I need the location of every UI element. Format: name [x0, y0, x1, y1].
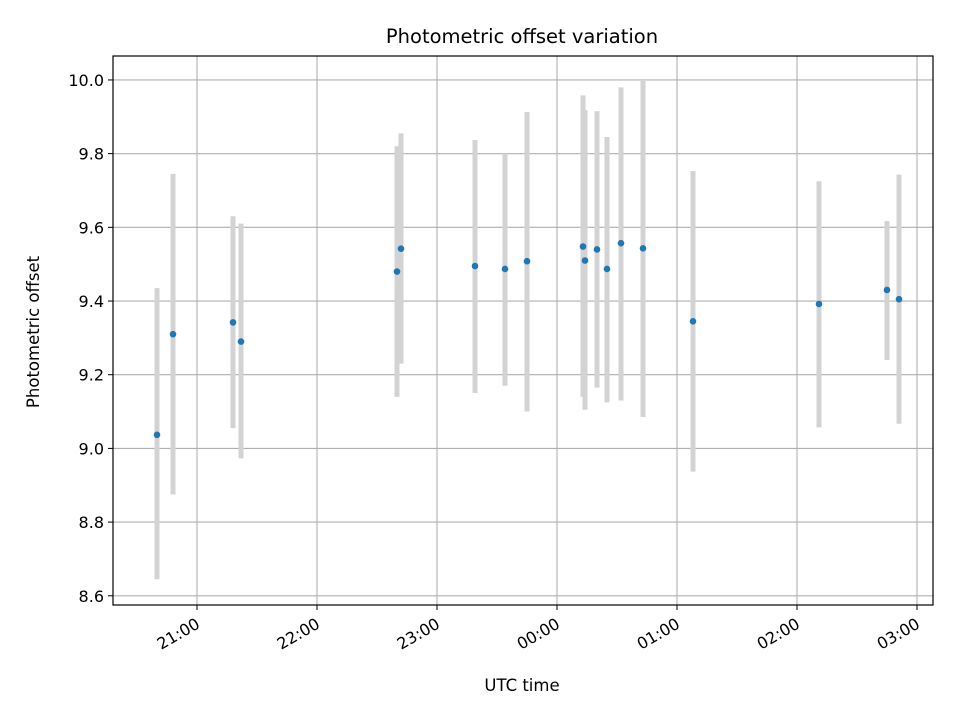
y-tick-label: 9.8	[79, 145, 104, 164]
data-point	[153, 431, 161, 439]
data-point	[229, 319, 237, 326]
y-tick-label: 9.2	[79, 366, 104, 385]
data-point	[815, 300, 823, 308]
data-point	[895, 295, 903, 303]
y-tick-label: 10.0	[68, 71, 104, 90]
x-axis-title: UTC time	[484, 676, 559, 695]
data-point	[523, 257, 531, 265]
y-tick-label: 9.4	[79, 292, 104, 311]
data-point	[617, 239, 625, 247]
grid-lines	[113, 56, 933, 605]
y-tick-label: 8.6	[79, 587, 104, 606]
data-point	[603, 265, 611, 273]
data-point	[581, 257, 589, 264]
data-point	[501, 265, 509, 273]
y-axis-title: Photometric offset	[24, 255, 43, 408]
data-point	[689, 317, 697, 325]
y-axis-ticks: 8.6 8.8 9.0 9.2 9.4 9.6 9.8 10.0	[68, 71, 113, 606]
data-points	[153, 239, 903, 439]
data-point	[393, 268, 401, 275]
data-point	[471, 262, 479, 270]
y-tick-label: 9.0	[79, 439, 104, 458]
data-point	[579, 243, 587, 250]
data-point	[639, 245, 647, 252]
data-point	[397, 245, 405, 253]
data-point	[169, 330, 177, 338]
chart-title: Photometric offset variation	[386, 25, 658, 48]
data-point	[883, 286, 891, 294]
y-tick-label: 8.8	[79, 513, 104, 532]
plot-frame	[112, 55, 934, 606]
data-point	[237, 338, 245, 345]
data-point	[593, 246, 601, 253]
y-tick-label: 9.6	[79, 218, 104, 237]
